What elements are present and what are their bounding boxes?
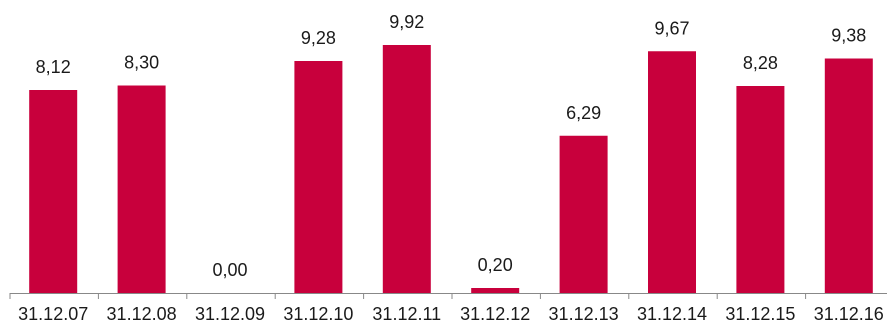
bar-31.12.12 bbox=[471, 288, 520, 293]
x-axis-labels-group: 31.12.07 31.12.08 31.12.09 31.12.10 31.12.11… bbox=[18, 304, 884, 324]
bars-group bbox=[29, 45, 873, 293]
x-tick-label: 31.12.09 bbox=[195, 304, 265, 324]
value-labels-group: 8,12 8,30 0,00 9,28 9,92 0,20 6,29 9,67 8,28 9,38 bbox=[36, 12, 867, 280]
value-label: 9,92 bbox=[389, 12, 424, 32]
x-tick-label: 31.12.16 bbox=[814, 304, 884, 324]
bar-31.12.07 bbox=[29, 90, 78, 293]
x-tick-label: 31.12.07 bbox=[18, 304, 88, 324]
bar-31.12.10 bbox=[294, 61, 343, 293]
value-label: 8,30 bbox=[124, 53, 159, 73]
value-label: 9,28 bbox=[301, 28, 336, 48]
value-label: 6,29 bbox=[566, 103, 601, 123]
x-tick-label: 31.12.08 bbox=[107, 304, 177, 324]
value-label: 8,12 bbox=[36, 57, 71, 77]
x-axis-ticks-group bbox=[9, 293, 807, 299]
value-label: 0,20 bbox=[478, 255, 513, 275]
bar-31.12.15 bbox=[736, 86, 785, 293]
bar-31.12.13 bbox=[559, 135, 608, 293]
value-label: 8,28 bbox=[743, 53, 778, 73]
x-tick-label: 31.12.13 bbox=[549, 304, 619, 324]
bar-31.12.14 bbox=[648, 51, 696, 293]
x-tick-label: 31.12.11 bbox=[372, 304, 441, 324]
value-label: 0,00 bbox=[212, 260, 247, 280]
bar-31.12.11 bbox=[382, 45, 431, 293]
x-tick-label: 31.12.15 bbox=[725, 304, 795, 324]
value-label: 9,38 bbox=[831, 26, 866, 46]
value-label: 9,67 bbox=[654, 18, 689, 38]
x-tick-label: 31.12.12 bbox=[460, 304, 530, 324]
bar-31.12.08 bbox=[117, 85, 166, 293]
bar-31.12.16 bbox=[824, 58, 873, 293]
x-tick-label: 31.12.10 bbox=[283, 304, 353, 324]
x-tick-label: 31.12.14 bbox=[637, 304, 707, 324]
